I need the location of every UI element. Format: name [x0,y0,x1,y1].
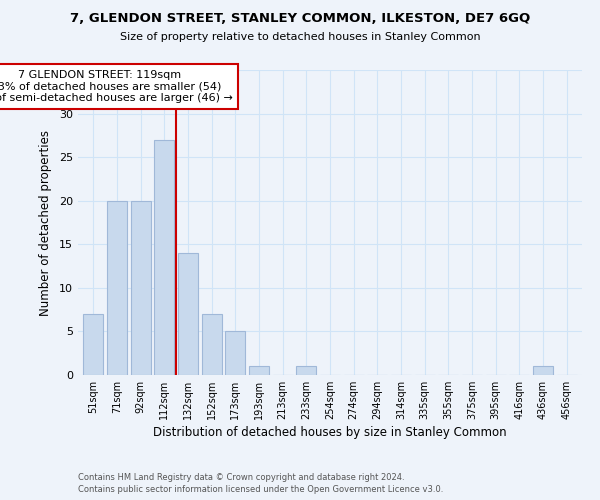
Bar [533,366,553,375]
Bar [249,366,269,375]
Bar [202,314,222,375]
Bar [83,314,103,375]
Bar [154,140,175,375]
Bar [225,332,245,375]
Text: 7, GLENDON STREET, STANLEY COMMON, ILKESTON, DE7 6GQ: 7, GLENDON STREET, STANLEY COMMON, ILKES… [70,12,530,26]
Bar [296,366,316,375]
Text: Size of property relative to detached houses in Stanley Common: Size of property relative to detached ho… [119,32,481,42]
Bar [107,200,127,375]
Bar [131,200,151,375]
Text: Contains public sector information licensed under the Open Government Licence v3: Contains public sector information licen… [78,485,443,494]
Text: Contains HM Land Registry data © Crown copyright and database right 2024.: Contains HM Land Registry data © Crown c… [78,472,404,482]
X-axis label: Distribution of detached houses by size in Stanley Common: Distribution of detached houses by size … [153,426,507,439]
Y-axis label: Number of detached properties: Number of detached properties [39,130,52,316]
Text: 7 GLENDON STREET: 119sqm
← 53% of detached houses are smaller (54)
45% of semi-d: 7 GLENDON STREET: 119sqm ← 53% of detach… [0,70,233,103]
Bar [178,253,198,375]
